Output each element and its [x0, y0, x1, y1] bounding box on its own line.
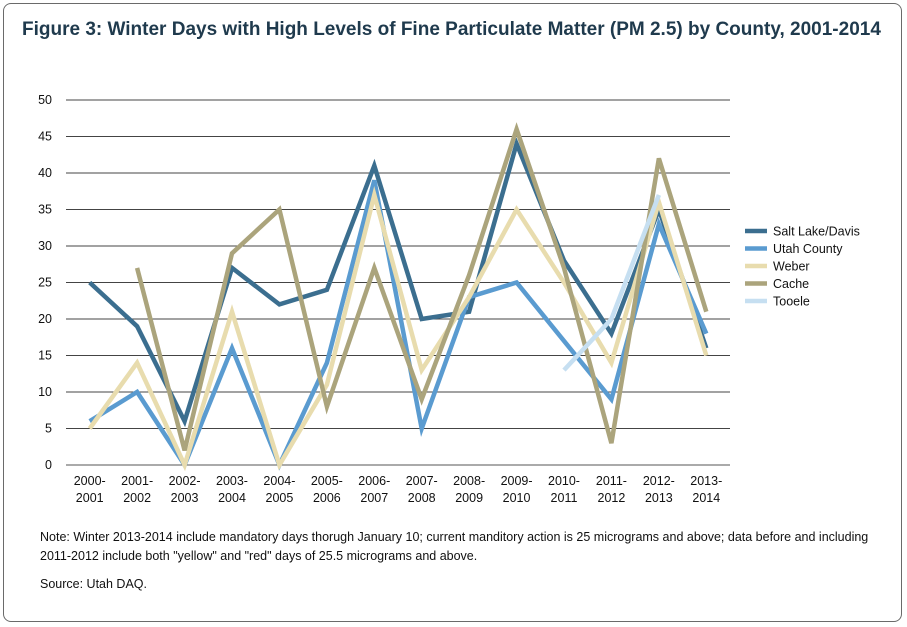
y-tick-label: 30 [38, 239, 52, 253]
legend-label-salt-lake-davis: Salt Lake/Davis [773, 225, 860, 239]
x-tick-label: 2002-2003 [169, 474, 201, 505]
x-tick-label: 2012-2013 [643, 474, 675, 505]
y-tick-label: 45 [38, 130, 52, 144]
chart-title: Figure 3: Winter Days with High Levels o… [22, 19, 881, 40]
legend-label-cache: Cache [773, 277, 809, 291]
series-line-weber [87, 185, 709, 472]
x-tick-label: 2006-2007 [358, 474, 390, 505]
y-tick-label: 5 [45, 422, 52, 436]
x-tick-label: 2008-2009 [453, 474, 485, 505]
series-line-tooele [562, 194, 662, 372]
y-tick-label: 35 [38, 203, 52, 217]
y-tick-label: 15 [38, 349, 52, 363]
x-axis-ticks: 2000-2001 2001-2002 2002-2003 2003-2004 2004… [74, 474, 723, 505]
series-line-cache [134, 122, 709, 451]
y-tick-label: 0 [45, 458, 52, 472]
y-tick-label: 25 [38, 276, 52, 290]
x-tick-label: 2007-2008 [406, 474, 438, 505]
x-tick-label: 2003-2004 [216, 474, 248, 505]
x-tick-label: 2013-2014 [690, 474, 722, 505]
legend-label-utah-county: Utah County [773, 242, 843, 256]
series-lines [87, 122, 709, 472]
y-tick-label: 50 [38, 93, 52, 107]
x-tick-label: 2009-2010 [501, 474, 533, 505]
x-tick-label: 2001-2002 [121, 474, 153, 505]
chart-source: Source: Utah DAQ. [40, 577, 147, 591]
x-tick-label: 2010-2011 [548, 474, 580, 505]
legend-label-tooele: Tooele [773, 295, 810, 309]
y-tick-label: 40 [38, 166, 52, 180]
x-tick-label: 2000-2001 [74, 474, 106, 505]
x-tick-label: 2005-2006 [311, 474, 343, 505]
x-tick-label: 2011-2012 [596, 474, 627, 505]
y-axis-ticks: 0 5 10 15 20 25 30 35 40 45 50 [38, 93, 52, 472]
chart-note: Note: Winter 2013-2014 include mandatory… [40, 530, 869, 563]
legend: Salt Lake/Davis Utah County Weber Cache Tooe… [745, 225, 860, 309]
series-line-salt-lake-davis [88, 136, 709, 428]
x-tick-label: 2004-2005 [263, 474, 295, 505]
y-tick-label: 20 [38, 312, 52, 326]
legend-label-weber: Weber [773, 260, 810, 274]
y-tick-label: 10 [38, 385, 52, 399]
